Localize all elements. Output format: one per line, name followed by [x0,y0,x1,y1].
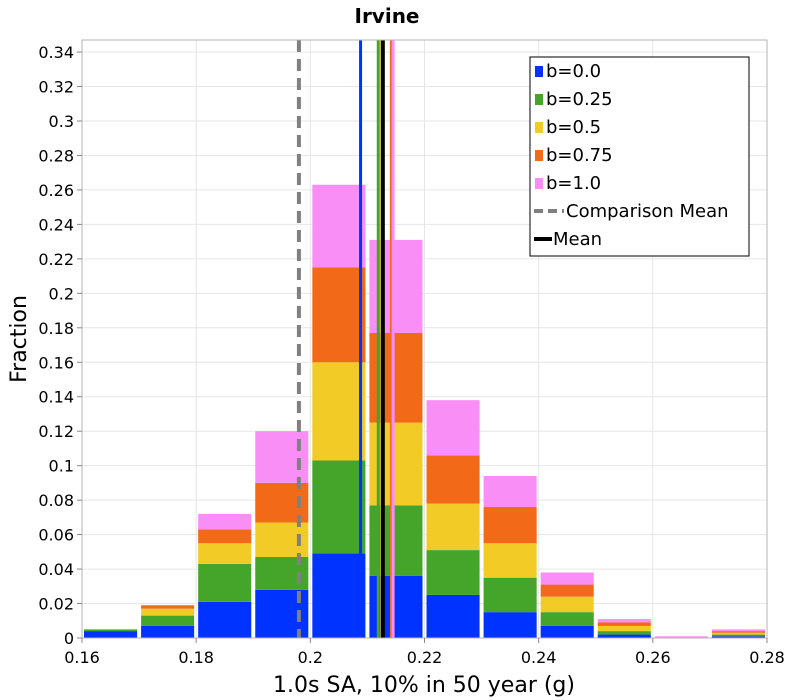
chart-title: Irvine [355,4,420,28]
bar-segment-b-0-5 [426,503,480,551]
legend-label: Comparison Mean [566,201,729,222]
bar-segment-b-0-75 [198,529,252,544]
bar-segment-b-0-25 [426,550,480,595]
bar-segment-b-0-25 [198,563,252,602]
bar-segment-b-0-5 [141,608,195,616]
bar-segment-b-1-0 [198,513,252,530]
bar-segment-b-0-25 [483,577,537,613]
x-axis: 0.16 0.18 0.2 0.22 0.24 0.26 0.28 [64,638,785,667]
y-tick-label: 0.06 [38,526,74,545]
bar-segment-b-1-0 [540,572,594,585]
bar-segment-b-0-5 [597,625,651,632]
y-tick-label: 0 [64,629,74,648]
bars-group [84,184,765,638]
y-tick-label: 0.08 [38,491,74,510]
y-tick-label: 0.32 [38,78,74,97]
bar-segment-b-0-75 [312,267,366,363]
x-axis-title: 1.0s SA, 10% in 50 year (g) [273,673,575,698]
x-tick-label: 0.16 [64,648,100,667]
y-axis-title: Fraction [7,295,32,383]
y-tick-label: 0.24 [38,215,74,234]
bar-segment-b-0-0 [426,594,480,638]
y-tick-label: 0.28 [38,146,74,165]
bar-segment-b-0-75 [426,455,480,504]
legend-label: Mean [553,229,602,250]
legend-label: b=1.0 [546,173,601,194]
bar-segment-b-0-75 [483,507,537,544]
y-axis: 0 0.02 0.04 0.06 0.08 0.1 0.12 0.14 0.16 0.18 0.2 0… [38,43,82,648]
legend-swatch [535,122,543,133]
x-tick-label: 0.26 [635,648,671,667]
x-tick-label: 0.18 [178,648,214,667]
y-tick-label: 0.18 [38,319,74,338]
legend: b=0.0 b=0.25 b=0.5 b=0.75 b=1.0 Comparison Me… [529,56,750,257]
bar-segment-b-0-25 [597,631,651,635]
bar-segment-b-0-0 [141,625,195,638]
bar-segment-b-0-0 [597,634,651,638]
bar-segment-b-0-5 [540,596,594,613]
y-tick-label: 0.12 [38,422,74,441]
legend-swatch [535,66,543,77]
y-tick-label: 0.2 [49,284,74,303]
y-tick-label: 0.02 [38,595,74,614]
bar-segment-b-1-0 [483,476,537,508]
bar-segment-b-0-5 [198,543,252,564]
y-tick-label: 0.1 [49,457,74,476]
legend-label: b=0.25 [546,89,613,110]
bar-segment-b-0-75 [597,622,651,626]
y-tick-label: 0.22 [38,250,74,269]
legend-swatch [535,150,543,161]
x-tick-label: 0.24 [521,648,557,667]
bar-segment-b-0-25 [84,629,138,632]
legend-label: b=0.75 [546,145,613,166]
bar-segment-b-1-0 [654,636,708,638]
bar-segment-b-0-75 [141,605,195,609]
y-tick-label: 0.26 [38,181,74,200]
bar-segment-b-0-25 [141,615,195,626]
bar-segment-b-1-0 [426,400,480,456]
y-tick-label: 0.3 [49,112,74,131]
x-tick-label: 0.22 [407,648,443,667]
bar-segment-b-0-75 [711,631,765,633]
bar-segment-b-0-25 [540,612,594,626]
bar-segment-b-0-25 [711,634,765,637]
bar-segment-b-0-5 [711,632,765,635]
bar-segment-b-0-5 [312,362,366,461]
bar-segment-b-0-0 [483,612,537,638]
bar-segment-b-0-0 [312,553,366,638]
x-tick-label: 0.28 [749,648,785,667]
x-tick-label: 0.2 [298,648,323,667]
legend-swatch [535,94,543,105]
legend-swatch [535,178,543,189]
mean-lines-group [296,40,395,638]
bar-segment-b-0-5 [483,543,537,578]
bar-segment-b-1-0 [255,431,309,483]
y-tick-label: 0.14 [38,388,74,407]
bar-segment-b-0-75 [540,584,594,597]
legend-label: b=0.5 [546,117,601,138]
bar-segment-b-1-0 [597,619,651,623]
bar-segment-b-0-0 [711,636,765,638]
bar-segment-b-0-25 [312,460,366,554]
bar-segment-b-0-0 [198,601,252,638]
y-tick-label: 0.34 [38,43,74,62]
bar-segment-b-1-0 [312,184,366,268]
legend-box [529,56,750,257]
bar-segment-b-0-0 [84,631,138,638]
legend-label: b=0.0 [546,61,601,82]
bar-segment-b-0-0 [540,625,594,638]
y-tick-label: 0.04 [38,560,74,579]
y-tick-label: 0.16 [38,353,74,372]
bar-segment-b-1-0 [711,629,765,632]
